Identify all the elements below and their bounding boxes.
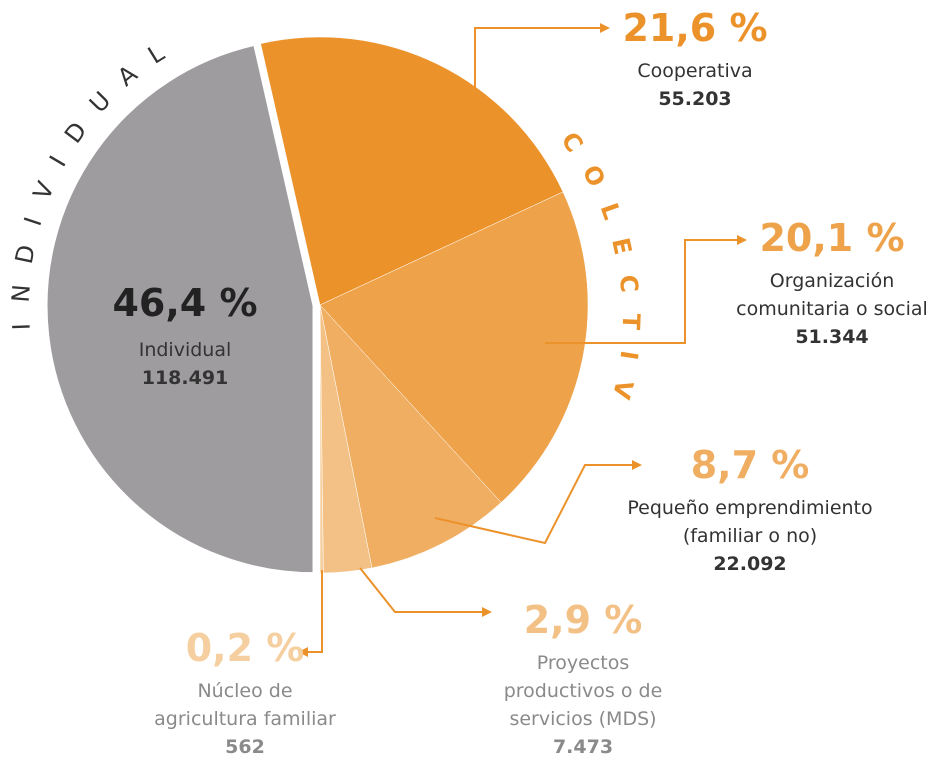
slice-label: 2,9 % Proyectos productivos o de servicio… [493, 597, 673, 760]
count-label: 55.203 [658, 88, 732, 110]
category-label: Organización comunitaria o social [736, 270, 928, 320]
percent-label: 46,4 % [112, 281, 258, 325]
percent-label: 21,6 % [622, 6, 768, 50]
category-label: Individual [138, 339, 232, 361]
leader-lines [298, 23, 747, 657]
pie-slice [260, 36, 564, 306]
category-label: Pequeño emprendimiento (familiar o no) [627, 497, 873, 547]
count-label: 22.092 [713, 553, 787, 575]
percent-label: 8,7 % [690, 443, 810, 487]
slice-label: 0,2 % Núcleo de agricultura familiar 562 [145, 625, 345, 760]
category-label: Núcleo de agricultura familiar [154, 680, 336, 730]
count-label: 7.473 [552, 736, 614, 758]
count-label: 562 [225, 736, 265, 758]
slice-label: 20,1 % Organización comunitaria o social 5… [717, 215, 941, 351]
category-label: Proyectos productivos o de servicios (MD… [503, 652, 663, 730]
percent-label: 0,2 % [185, 626, 305, 670]
category-label: Cooperativa [637, 60, 753, 82]
percent-label: 2,9 % [523, 598, 643, 642]
slice-label: 8,7 % Pequeño emprendimiento (familiar o … [600, 442, 900, 578]
slice-label: 21,6 % Cooperativa 55.203 [565, 5, 825, 113]
pie-slice [44, 42, 316, 576]
count-label: 118.491 [141, 367, 229, 389]
pie-slice [319, 304, 502, 569]
pie-slice [319, 191, 589, 503]
count-label: 51.344 [795, 326, 869, 348]
slice-label: 46,4 % Individual 118.491 [70, 280, 300, 392]
percent-label: 20,1 % [759, 216, 905, 260]
